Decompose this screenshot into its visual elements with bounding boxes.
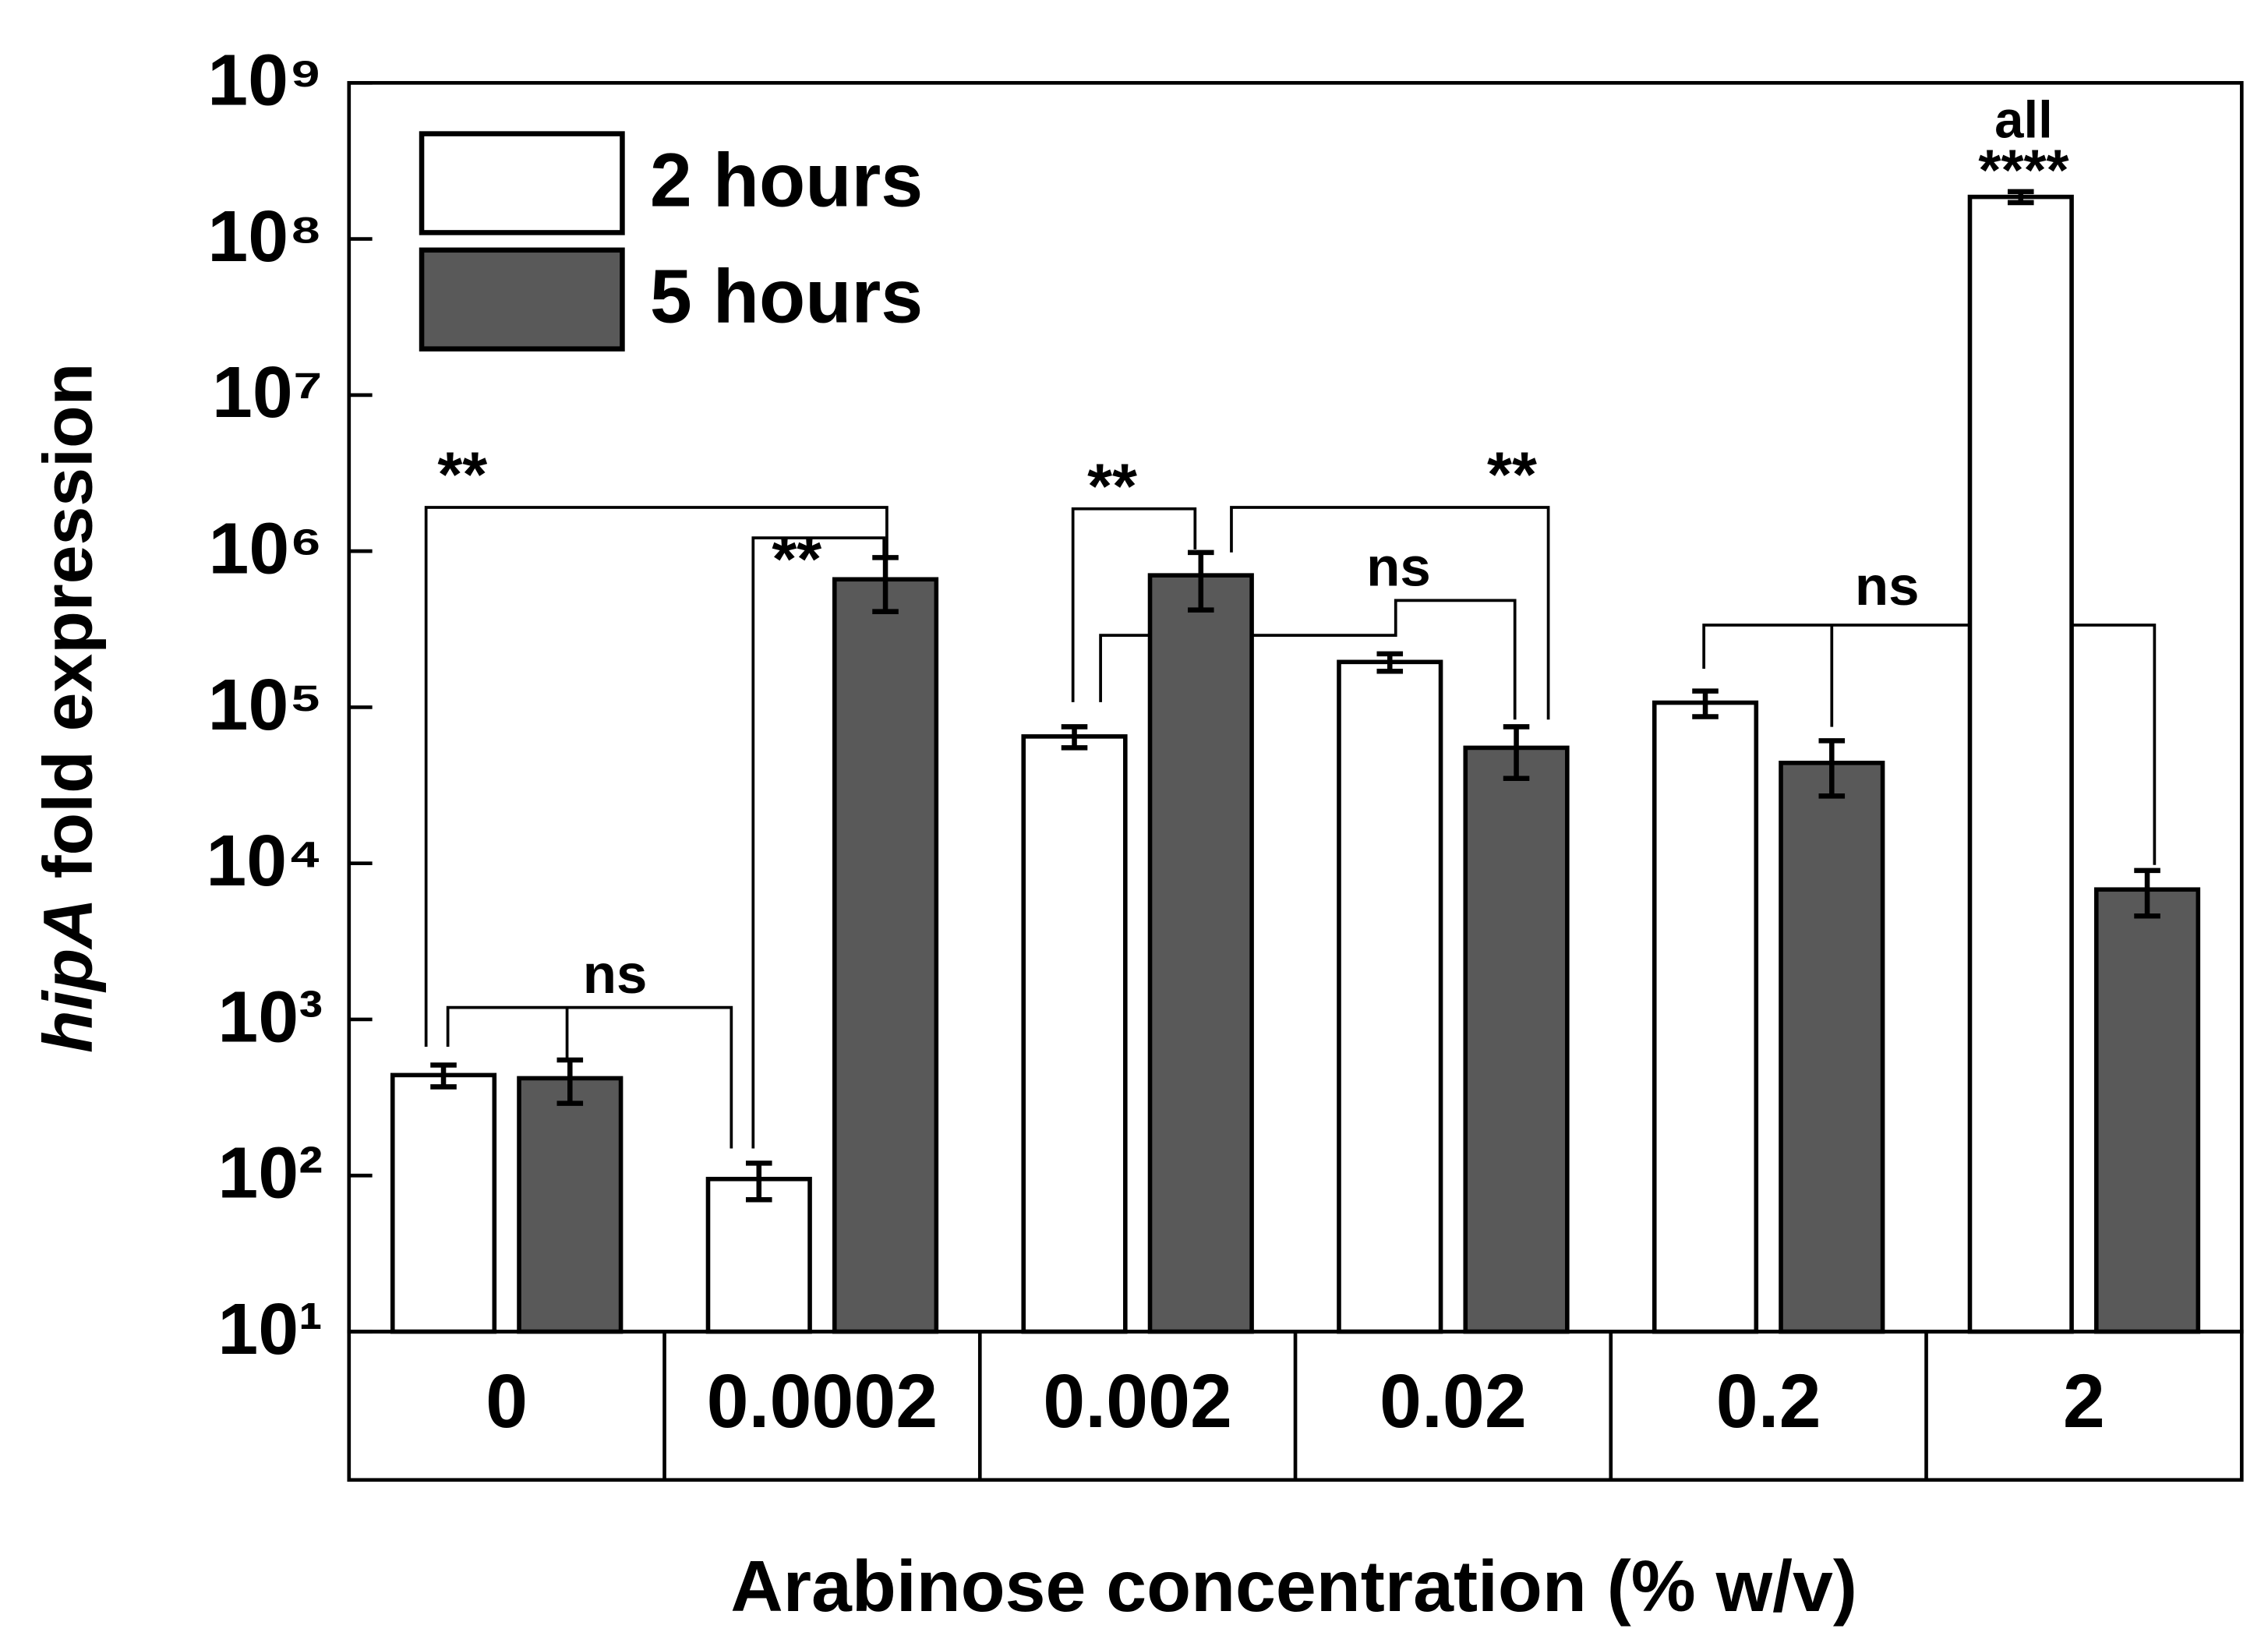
x-tick-label: 0.02: [1380, 1359, 1527, 1443]
y-tick-label: 10³: [217, 976, 323, 1057]
bar: [1652, 700, 1759, 1334]
y-tick-label: 10¹: [217, 1288, 323, 1369]
y-tick-label: 10⁴: [206, 820, 323, 901]
error-bar: [1061, 724, 1088, 751]
error-bar: [556, 1057, 584, 1106]
annotation: all: [1994, 90, 2053, 149]
bracket: [1099, 599, 1517, 720]
brackets: [424, 506, 2157, 1149]
y-tick-label: 10⁶: [209, 508, 323, 589]
bracket: [1071, 507, 1197, 702]
error-bar: [2007, 189, 2034, 206]
annotation: **: [437, 440, 487, 511]
annotation: ns: [1855, 556, 1920, 617]
bar: [2093, 887, 2201, 1334]
annotation: **: [772, 524, 821, 595]
bracket: [424, 506, 888, 1047]
annotation: ****: [1978, 137, 2068, 203]
y-label-rest: fold expression: [28, 363, 106, 879]
bracket: [446, 1005, 733, 1149]
error-bar: [430, 1062, 457, 1090]
bar: [1337, 659, 1443, 1334]
y-tick-label: 10⁷: [212, 352, 323, 433]
error-bar: [745, 1161, 772, 1203]
error-bar: [1503, 724, 1530, 781]
x-axis-label: Arabinose concentration (% w/v): [730, 1546, 1857, 1627]
bar: [1967, 194, 2074, 1334]
y-tick-label: 10²: [217, 1132, 323, 1214]
legend-swatch: [419, 131, 625, 235]
y-axis-label: hipA fold expression: [28, 363, 106, 1053]
legend-label: 5 hours: [650, 254, 923, 339]
error-bar: [1692, 688, 1719, 719]
legend-swatch: [419, 247, 625, 352]
annotation: ns: [1366, 537, 1431, 599]
x-tick-label: 2: [2063, 1359, 2105, 1443]
bracket: [751, 536, 886, 1149]
annotation: **: [1487, 440, 1537, 511]
error-bar: [1188, 549, 1214, 613]
y-tick-label: 10⁵: [208, 664, 323, 745]
annotation: ns: [583, 944, 648, 1005]
x-tick-label: 0: [486, 1359, 528, 1443]
y-tick-label: 10⁹: [207, 40, 323, 121]
bar: [1147, 573, 1254, 1334]
bar: [832, 577, 939, 1334]
x-tick-label: 0.002: [1043, 1359, 1232, 1443]
bracket: [1230, 506, 1550, 720]
x-tick-label: 0.2: [1716, 1359, 1821, 1443]
bracket: [1702, 624, 2157, 865]
bar: [1021, 734, 1128, 1334]
error-bar: [872, 555, 899, 614]
bar: [1779, 761, 1885, 1334]
bar: [1463, 745, 1570, 1334]
legend-label: 2 hours: [650, 137, 923, 222]
error-bar: [1818, 738, 1846, 799]
error-bar: [1376, 651, 1404, 674]
annotation: **: [1087, 451, 1137, 522]
bar: [390, 1072, 497, 1334]
error-bar: [2134, 867, 2160, 919]
bar: [517, 1076, 624, 1334]
plot-frame: [347, 80, 2244, 1334]
y-label-italic: hipA: [28, 898, 106, 1053]
x-tick-label: 0.0002: [707, 1359, 938, 1443]
y-tick-label: 10⁸: [207, 196, 323, 277]
